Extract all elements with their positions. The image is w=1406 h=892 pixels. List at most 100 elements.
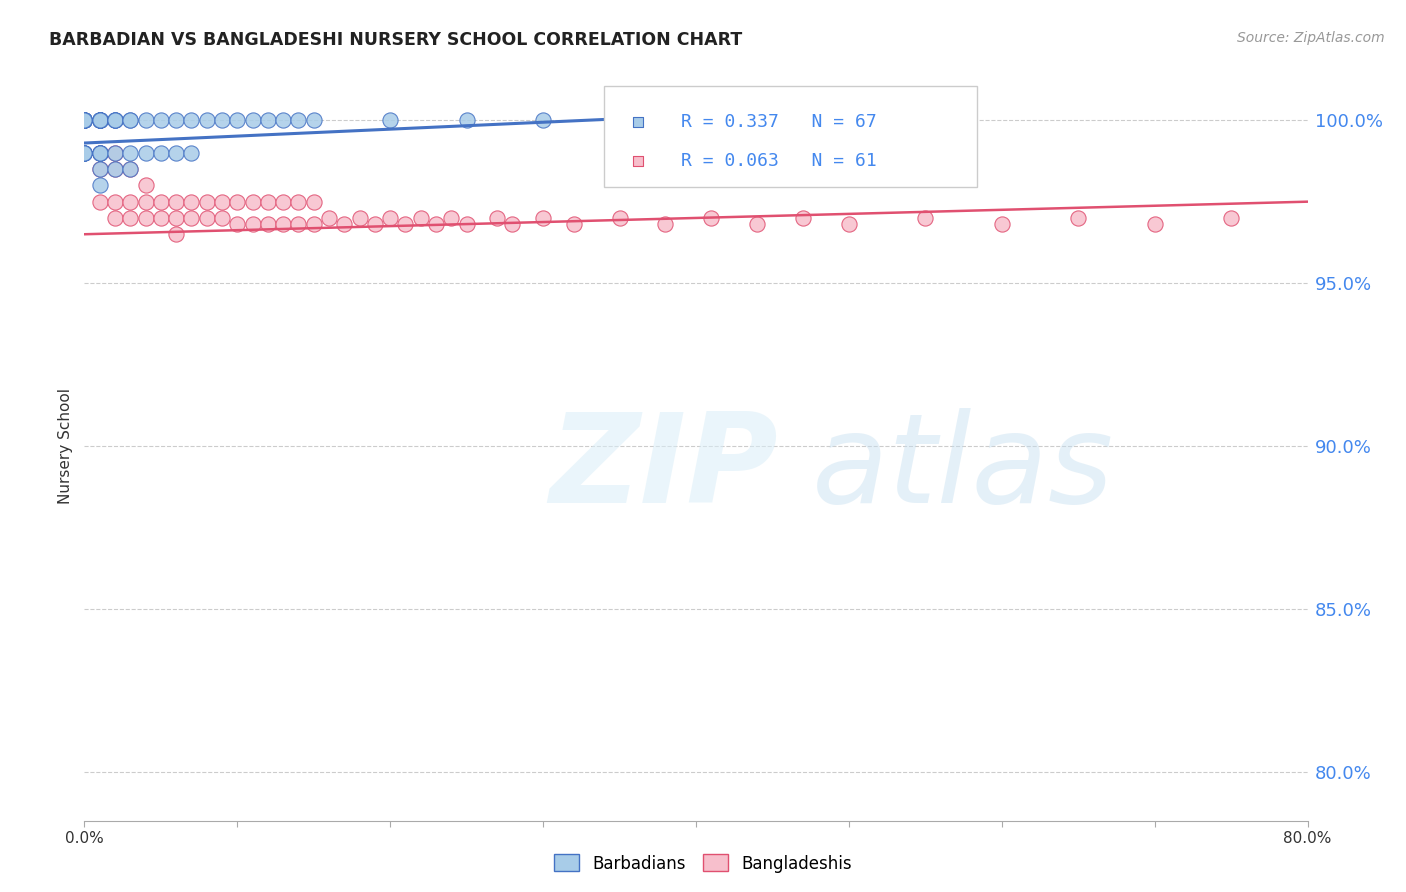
Point — [73, 145, 96, 160]
Point — [486, 211, 509, 225]
Point — [73, 113, 96, 128]
Point — [89, 145, 111, 160]
Point — [425, 218, 447, 232]
Point — [211, 113, 233, 128]
Point — [1143, 218, 1166, 232]
Y-axis label: Nursery School: Nursery School — [58, 388, 73, 504]
Point — [73, 113, 96, 128]
Point — [349, 211, 371, 225]
Point — [89, 113, 111, 128]
Point — [73, 113, 96, 128]
Point — [135, 178, 157, 193]
Point — [73, 113, 96, 128]
Point — [456, 218, 478, 232]
Point — [73, 145, 96, 160]
Point — [257, 218, 280, 232]
Point — [792, 113, 814, 128]
Point — [318, 211, 340, 225]
Point — [73, 113, 96, 128]
Point — [104, 162, 127, 177]
Point — [149, 113, 172, 128]
Point — [89, 113, 111, 128]
Point — [211, 194, 233, 209]
Point — [502, 218, 524, 232]
Point — [73, 113, 96, 128]
Point — [104, 113, 127, 128]
Point — [409, 211, 432, 225]
Point — [257, 113, 280, 128]
Point — [73, 113, 96, 128]
Legend: Barbadians, Bangladeshis: Barbadians, Bangladeshis — [547, 847, 859, 880]
Point — [700, 211, 723, 225]
Point — [89, 145, 111, 160]
Point — [120, 162, 142, 177]
Point — [165, 113, 187, 128]
Point — [302, 218, 325, 232]
Point — [149, 145, 172, 160]
Point — [104, 145, 127, 160]
Point — [654, 218, 676, 232]
Point — [226, 218, 249, 232]
Point — [287, 218, 309, 232]
Point — [89, 162, 111, 177]
Point — [89, 145, 111, 160]
Point — [685, 113, 707, 128]
Point — [120, 194, 142, 209]
Point — [135, 113, 157, 128]
Point — [104, 113, 127, 128]
Point — [165, 211, 187, 225]
Point — [747, 218, 769, 232]
Point — [73, 113, 96, 128]
Point — [271, 194, 294, 209]
Point — [380, 211, 402, 225]
Point — [180, 211, 202, 225]
Point — [609, 211, 631, 225]
Point — [73, 113, 96, 128]
Point — [73, 113, 96, 128]
Point — [89, 113, 111, 128]
Point — [89, 113, 111, 128]
Point — [104, 194, 127, 209]
Point — [271, 218, 294, 232]
Point — [165, 227, 187, 242]
Point — [149, 194, 172, 209]
Point — [73, 145, 96, 160]
Point — [302, 113, 325, 128]
Point — [180, 113, 202, 128]
Point — [380, 113, 402, 128]
Text: atlas: atlas — [813, 408, 1115, 529]
Point — [73, 113, 96, 128]
Point — [792, 211, 814, 225]
Point — [73, 145, 96, 160]
Point — [562, 218, 585, 232]
Point — [89, 145, 111, 160]
Point — [120, 113, 142, 128]
Text: Source: ZipAtlas.com: Source: ZipAtlas.com — [1237, 31, 1385, 45]
Point — [104, 113, 127, 128]
Point — [135, 211, 157, 225]
Point — [531, 211, 554, 225]
Point — [914, 211, 936, 225]
Point — [89, 113, 111, 128]
Point — [165, 145, 187, 160]
Point — [120, 145, 142, 160]
Point — [333, 218, 356, 232]
Point — [242, 113, 264, 128]
Point — [531, 113, 554, 128]
Point — [1067, 211, 1090, 225]
Point — [89, 113, 111, 128]
Point — [73, 145, 96, 160]
Point — [838, 218, 860, 232]
Point — [271, 113, 294, 128]
Text: R = 0.063   N = 61: R = 0.063 N = 61 — [682, 153, 877, 170]
FancyBboxPatch shape — [605, 87, 977, 187]
Point — [242, 218, 264, 232]
Point — [456, 113, 478, 128]
Point — [394, 218, 416, 232]
Point — [302, 194, 325, 209]
Point — [1220, 211, 1243, 225]
Point — [180, 194, 202, 209]
Point — [89, 113, 111, 128]
Point — [149, 211, 172, 225]
Point — [73, 113, 96, 128]
